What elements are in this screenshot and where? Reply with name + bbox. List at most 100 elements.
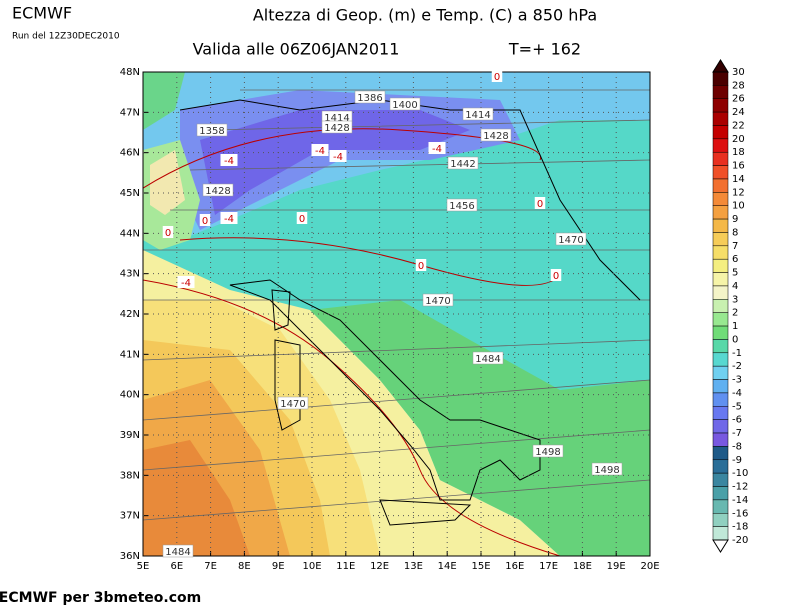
contour-label: 1428 [483,131,508,142]
contour-label: 1470 [425,296,450,307]
lat-label: 48N [120,67,140,78]
colorbar-cell [712,285,729,300]
contour-label: 1498 [535,447,560,458]
lon-label: 14E [438,561,457,572]
contour-label: -4 [224,214,234,225]
contour-label-bg [311,144,329,156]
colorbar-label: -6 [732,415,742,426]
credit: ECMWF per 3bmeteo.com [0,590,201,606]
colorbar-label: 16 [732,161,745,172]
lon-label: 10E [302,561,321,572]
contour-label: 1442 [450,159,475,170]
contour-label: 1400 [392,100,417,111]
contour-label: 0 [537,199,543,210]
valid-time: Valida alle 06Z06JAN2011 [193,40,400,59]
lon-label: 9E [272,561,285,572]
lon-label: 12E [370,561,389,572]
colorbar-cell [712,312,729,327]
colorbar-bottom [712,539,729,553]
colorbar-label: 5 [732,268,738,279]
contour-label-bg [480,128,512,142]
contour-label-bg [296,212,308,224]
colorbar-cell [712,432,729,447]
contour-label: 0 [553,271,559,282]
map-field [143,72,650,556]
contour-label-bg [321,120,353,134]
contour-label-bg [491,70,503,82]
contour-label: 1470 [280,399,305,410]
colorbar-cell [712,192,729,206]
colorbar-label: 24 [732,107,745,118]
contour-label: 0 [202,216,208,227]
colorbar-cell [712,232,729,247]
lat-label: 47N [120,107,140,118]
colorbar-cell [712,258,729,273]
colorbar-cell [712,71,729,86]
colorbar-cell [712,459,729,474]
colorbar-cell [712,178,729,193]
contour-label: -4 [432,144,442,155]
lat-label: 38N [120,470,140,481]
colorbar-label: -1 [732,348,742,359]
model-name: ECMWF [12,4,72,23]
contour-label-bg [177,276,195,288]
colorbar-cell [712,513,729,527]
contour-label-bg [162,544,194,558]
contour-label: 1358 [199,126,224,137]
colorbar-label: -9 [732,455,742,466]
contour-label-bg [196,123,228,137]
colorbar-cell [712,352,729,367]
contour-label-bg [534,197,546,209]
contour-label-bg [550,269,562,281]
map-title: Altezza di Geop. (m) e Temp. (C) a 850 h… [253,6,597,25]
contour-label: 0 [299,214,305,225]
contour-label-bg [462,107,494,121]
colorbar-label: 9 [732,214,738,225]
lat-label: 44N [120,228,140,239]
lon-label: 18E [573,561,592,572]
colorbar-label: -8 [732,441,742,452]
lon-label: 15E [471,561,490,572]
colorbar-label: 26 [732,94,745,105]
lon-label: 11E [336,561,355,572]
contour-label-bg [389,97,421,111]
contour-label-bg [329,150,347,162]
colorbar-label: -2 [732,361,742,372]
colorbar-label: -7 [732,428,742,439]
colorbar-cell [712,205,729,220]
lon-label: 13E [404,561,423,572]
colorbar-label: 8 [732,227,738,238]
colorbar-label: 0 [732,334,738,345]
forecast-step: T=+ 162 [508,40,581,59]
lon-label: 16E [505,561,524,572]
colorbar-cell [712,151,729,166]
colorbar-cell [712,392,729,407]
colorbar-cell [712,419,729,434]
contour-label-bg [415,259,427,271]
colorbar-label: 18 [732,147,745,158]
lon-label: 7E [204,561,217,572]
colorbar-cell [712,406,729,420]
run-info: Run del 12Z30DEC2010 [12,32,120,42]
lon-label: 19E [607,561,626,572]
colorbar-top [712,59,729,73]
lat-label: 43N [120,269,140,280]
colorbar-label: 4 [732,281,738,292]
colorbar-label: 3 [732,294,738,305]
colorbar-label: 2 [732,308,738,319]
lat-label: 39N [120,430,140,441]
contour-label-bg [428,142,446,154]
contour-label-bg [447,156,479,170]
contour-label-bg [446,198,478,212]
contour-label-bg [555,232,587,246]
colorbar-cell [712,218,729,233]
contour-label-bg [199,214,211,226]
colorbar-label: -20 [732,535,748,546]
contour-label: 0 [494,72,500,83]
colorbar-label: 20 [732,134,745,145]
lat-label: 41N [120,349,140,360]
contour-label-bg [220,212,238,224]
colorbar-label: 10 [732,201,745,212]
contour-label: 1470 [558,235,583,246]
colorbar-cell [712,85,729,99]
